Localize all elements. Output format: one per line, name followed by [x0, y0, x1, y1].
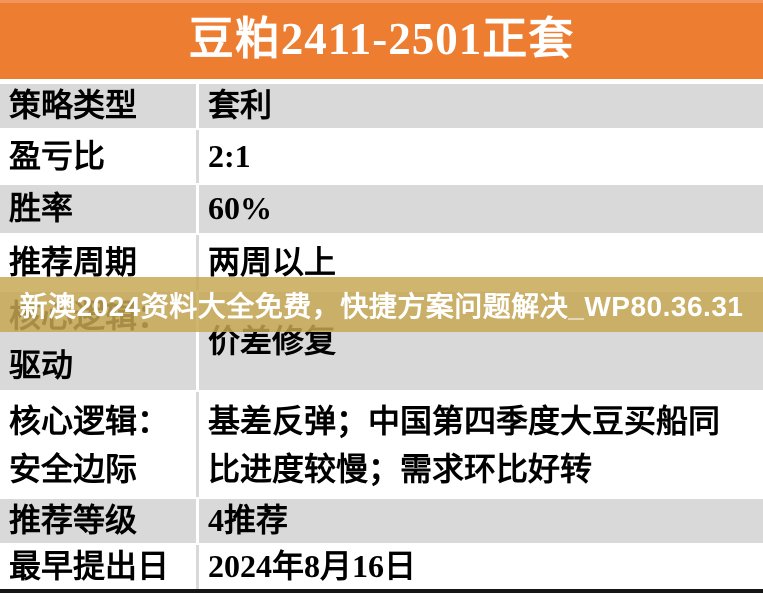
table-row: 胜率 60% — [0, 183, 763, 233]
table-row: 核心逻辑： 安全边际 基差反弹；中国第四季度大豆买船同 比进度较慢；需求环比好转 — [0, 390, 763, 497]
column-divider — [196, 84, 199, 128]
row-label: 核心逻辑： 安全边际 — [9, 402, 170, 487]
row-label: 胜率 — [9, 190, 74, 227]
row-value: 两周以上 — [208, 243, 337, 280]
row-value: 基差反弹；中国第四季度大豆买船同 比进度较慢；需求环比好转 — [208, 402, 721, 487]
row-label: 最早提出日 — [9, 548, 170, 585]
watermark-text: 新澳2024资料大全免费，快捷方案问题解决_WP80.36.31 — [19, 290, 744, 322]
table-row: 盈亏比 2:1 — [0, 128, 763, 183]
row-value: 60% — [208, 190, 272, 227]
row-value: 4推荐 — [208, 502, 289, 539]
card-title: 豆粕2411-2501正套 — [188, 13, 575, 64]
row-label: 盈亏比 — [9, 137, 106, 174]
column-divider — [196, 235, 199, 290]
card-header: 豆粕2411-2501正套 — [0, 0, 763, 79]
row-label: 推荐周期 — [9, 243, 138, 280]
column-divider — [196, 392, 199, 497]
strategy-table: 策略类型 套利 盈亏比 2:1 胜率 60% 推荐周期 两周以上 核心逻辑： 驱… — [0, 84, 763, 589]
column-divider — [196, 130, 199, 183]
bottom-divider — [0, 589, 763, 593]
row-value: 2024年8月16日 — [208, 548, 417, 585]
row-value: 套利 — [208, 87, 273, 124]
row-value: 2:1 — [208, 137, 251, 174]
table-row: 推荐等级 4推荐 — [0, 497, 763, 543]
column-divider — [196, 499, 199, 543]
watermark-banner: 新澳2024资料大全免费，快捷方案问题解决_WP80.36.31 — [0, 277, 763, 332]
column-divider — [196, 292, 199, 390]
column-divider — [196, 545, 199, 589]
column-divider — [196, 185, 199, 233]
row-label: 策略类型 — [9, 87, 138, 124]
row-label: 推荐等级 — [9, 502, 138, 539]
table-row: 策略类型 套利 — [0, 84, 763, 128]
table-row: 最早提出日 2024年8月16日 — [0, 543, 763, 589]
